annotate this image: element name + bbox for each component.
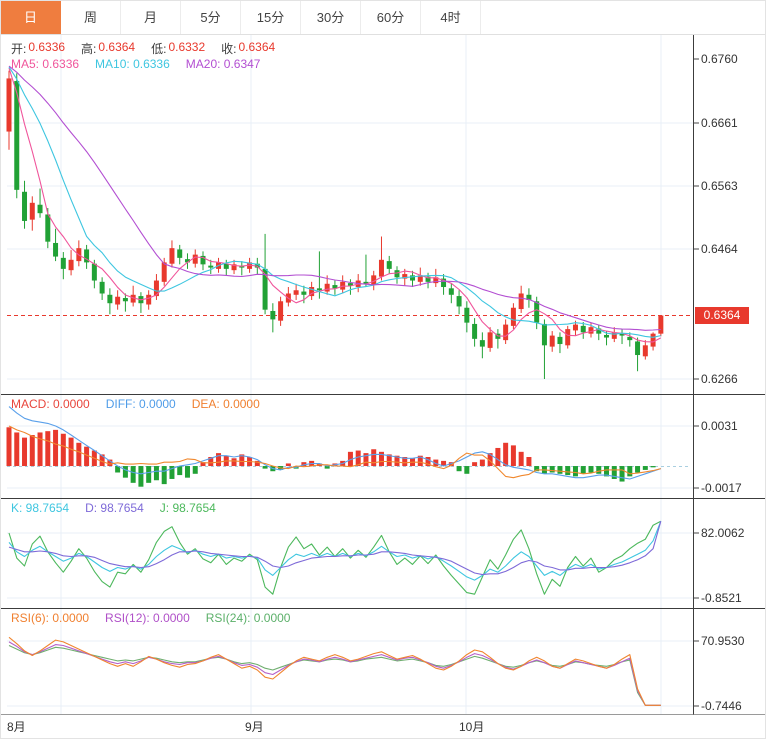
tab-5分[interactable]: 5分	[181, 1, 241, 34]
tab-4时[interactable]: 4时	[421, 1, 481, 34]
close-label: 收:	[221, 42, 237, 56]
x-axis-label: 8月	[7, 720, 26, 734]
y-axis-label: 0.6563	[701, 179, 738, 193]
y-axis-label: 82.0062	[701, 526, 745, 540]
tab-15分[interactable]: 15分	[241, 1, 301, 34]
current-price-tag: 0.6364	[695, 307, 749, 324]
rsi12-value: RSI(12): 0.0000	[105, 611, 190, 625]
y-axis-label: -0.8521	[701, 591, 742, 605]
y-axis-label: 70.9530	[701, 634, 745, 648]
ma-legend: MA5: 0.6336 MA10: 0.6336 MA20: 0.6347	[11, 57, 260, 71]
diff-value: DIFF: 0.0000	[105, 397, 176, 411]
low-label: 低:	[151, 42, 167, 56]
tab-日[interactable]: 日	[1, 1, 61, 34]
macd-value: MACD: 0.0000	[11, 397, 90, 411]
tab-60分[interactable]: 60分	[361, 1, 421, 34]
j-value: J: 98.7654	[159, 501, 216, 515]
y-axis-label: 0.6760	[701, 52, 738, 66]
tab-月[interactable]: 月	[121, 1, 181, 34]
high-value: 0.6364	[98, 40, 136, 54]
x-axis-label: 9月	[245, 720, 264, 734]
tab-30分[interactable]: 30分	[301, 1, 361, 34]
dea-value: DEA: 0.0000	[191, 397, 260, 411]
k-value: K: 98.7654	[11, 501, 70, 515]
rsi6-value: RSI(6): 0.0000	[11, 611, 90, 625]
rsi-legend: RSI(6): 0.0000 RSI(12): 0.0000 RSI(24): …	[11, 611, 290, 625]
d-value: D: 98.7654	[85, 501, 144, 515]
low-value: 0.6332	[168, 40, 206, 54]
tab-周[interactable]: 周	[61, 1, 121, 34]
ohlc-legend: 开: 0.6336 高: 0.6364 低: 0.6332 收: 0.6364	[11, 40, 275, 57]
open-label: 开:	[11, 42, 27, 56]
open-value: 0.6336	[28, 40, 66, 54]
y-axis-label: 0.0031	[701, 419, 738, 433]
macd-legend: MACD: 0.0000 DIFF: 0.0000 DEA: 0.0000	[11, 397, 260, 411]
y-axis-label: 0.6266	[701, 372, 738, 386]
y-axis-label: -0.0017	[701, 481, 742, 495]
high-label: 高:	[81, 42, 97, 56]
kdj-legend: K: 98.7654 D: 98.7654 J: 98.7654	[11, 501, 216, 515]
timeframe-tabs: 日周月 5分 15分 30分 60分 4时	[1, 1, 765, 35]
x-axis-label: 10月	[459, 720, 485, 734]
ma20-value: MA20: 0.6347	[185, 57, 261, 71]
ma5-value: MA5: 0.6336	[11, 57, 80, 71]
rsi24-value: RSI(24): 0.0000	[205, 611, 291, 625]
y-axis-label: 0.6464	[701, 242, 738, 256]
ma10-value: MA10: 0.6336	[95, 57, 170, 71]
y-axis-label: -0.7446	[701, 699, 742, 713]
close-value: 0.6364	[238, 40, 276, 54]
y-axis-label: 0.6661	[701, 116, 738, 130]
